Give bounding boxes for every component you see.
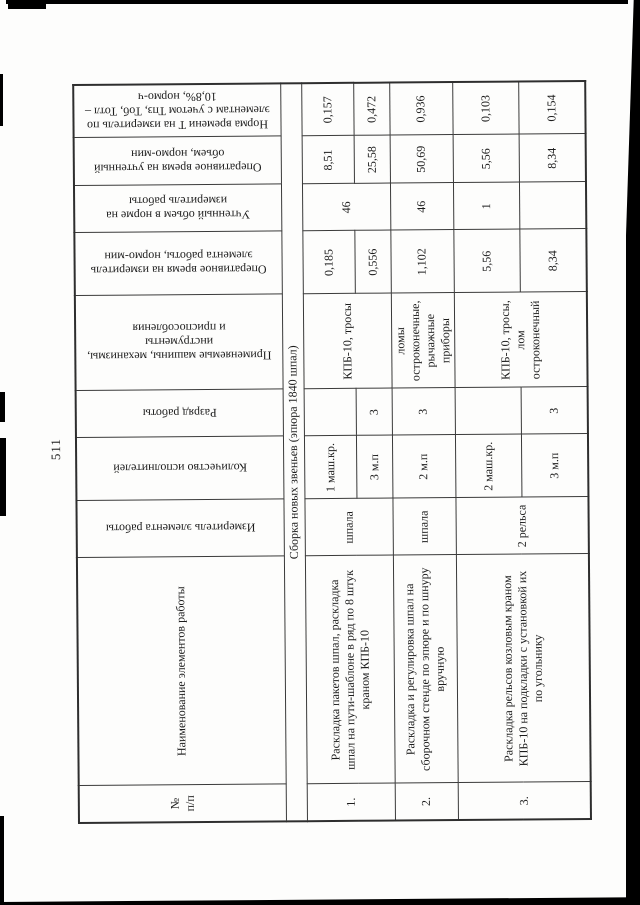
row-3-volume-2 — [518, 181, 587, 230]
row-1-grade-2: 3 — [355, 388, 392, 436]
row-2-workers: 2 м.п — [391, 435, 456, 499]
row-1-oper-unit-2: 0,556 — [354, 230, 391, 294]
row-3-number: 3. — [457, 781, 591, 821]
col-header-accounted-volume: Учтенный объем в норме на измеритель раб… — [73, 184, 282, 234]
scan-edge-left-mark-1 — [0, 74, 3, 126]
col-header-work-grade: Разряд работы — [75, 389, 283, 439]
scan-edge-left-mark-3 — [0, 438, 6, 516]
page-number: 511 — [47, 438, 64, 461]
row-3-volume-1: 1 — [452, 182, 520, 231]
scan-edge-right — [626, 0, 640, 905]
row-1-workers-2: 3 м.п — [355, 435, 393, 499]
row-3-oper-vol-2: 8,34 — [518, 133, 586, 183]
row-1-unit: шпала — [304, 498, 393, 557]
row-1-number: 1. — [306, 783, 395, 822]
col-header-unit: Измеритель элемента работы — [76, 499, 284, 559]
row-2-number: 2. — [394, 783, 458, 821]
row-3-oper-unit-1: 5,56 — [453, 229, 520, 294]
row-3-norm-1: 0,103 — [452, 81, 519, 136]
table-row-2: 2. Раскладка и регулировка шпал на сборо… — [389, 82, 458, 821]
row-1-norm-2: 0,472 — [353, 82, 390, 136]
row-1-name: Раскладка пакетов шпал, раскладка шпал н… — [304, 555, 395, 785]
col-header-machines-tools: Применяемые машины, механизмы, инструмен… — [74, 294, 283, 392]
row-3-grade-2: 3 — [520, 386, 588, 435]
work-norms-table: № п/п Наименование элементов работы Изме… — [72, 79, 592, 825]
row-1-machines: КПБ-10, тросы — [302, 293, 392, 390]
row-3-oper-vol-1: 5,56 — [452, 134, 519, 184]
row-1-oper-unit-1: 0,185 — [302, 230, 355, 295]
row-3-workers-2: 3 м.п — [520, 433, 589, 498]
row-1-grade-1 — [303, 388, 356, 437]
header-row: № п/п Наименование элементов работы Изме… — [73, 83, 286, 823]
col-header-time-norm: Норма времени Т на измеритель по элемент… — [73, 83, 281, 139]
row-1-workers-1: 1 маш.кр. — [303, 435, 357, 500]
row-2-unit: шпала — [392, 498, 456, 556]
row-2-name: Раскладка и регулировка шпал на сборочно… — [392, 555, 458, 784]
row-1-oper-vol-2: 25,58 — [353, 135, 390, 184]
row-3-workers-1: 2 маш.кр. — [454, 434, 522, 499]
rotated-sheet: 511 № п/п Наименование элементов работы … — [48, 79, 592, 825]
row-2-norm: 0,936 — [389, 82, 453, 136]
col-header-oper-time-unit: Оперативное время на измеритель элемента… — [74, 231, 282, 297]
col-header-element-name: Наименование элементов работы — [76, 556, 286, 786]
scan-edge-top-blob — [8, 0, 46, 9]
row-3-unit: 2 рельса — [455, 496, 589, 556]
row-2-machines: ломы остроконечные, рычажные приборы — [390, 293, 455, 389]
scan-edge-bottom — [0, 897, 640, 905]
scan-edge-left-mark-2 — [0, 392, 5, 422]
col-header-row-number: № п/п — [78, 784, 286, 823]
row-3-machines: КПБ-10, тросы, лом остроконечный — [453, 291, 588, 389]
row-3-oper-unit-2: 8,34 — [519, 228, 587, 293]
row-3-norm-2: 0,154 — [518, 80, 586, 135]
scan-edge-left-mark-4 — [0, 816, 4, 904]
row-2-volume: 46 — [389, 183, 454, 231]
row-2-oper-unit: 1,102 — [390, 230, 454, 294]
row-1-oper-vol-1: 8,51 — [301, 135, 354, 185]
row-3-grade-1 — [454, 387, 521, 436]
table-row-1-sub-1: 1. Раскладка пакетов шпал, раскладка шпа… — [301, 82, 395, 822]
row-1-volume: 46 — [301, 183, 391, 232]
row-2-oper-vol: 50,69 — [389, 135, 453, 184]
col-header-workers-count: Количество исполнителей — [75, 436, 284, 502]
table-row-3-sub-1: 3. Раскладка рельсов козловым краном КПБ… — [452, 81, 591, 821]
row-1-norm-1: 0,157 — [301, 82, 354, 137]
scan-edge-top — [6, 0, 628, 4]
row-3-name: Раскладка рельсов козловым краном КПБ-10… — [455, 553, 591, 784]
col-header-oper-time-volume: Оперативное время на учтенный объем, нор… — [73, 136, 281, 187]
row-2-grade: 3 — [391, 388, 455, 436]
